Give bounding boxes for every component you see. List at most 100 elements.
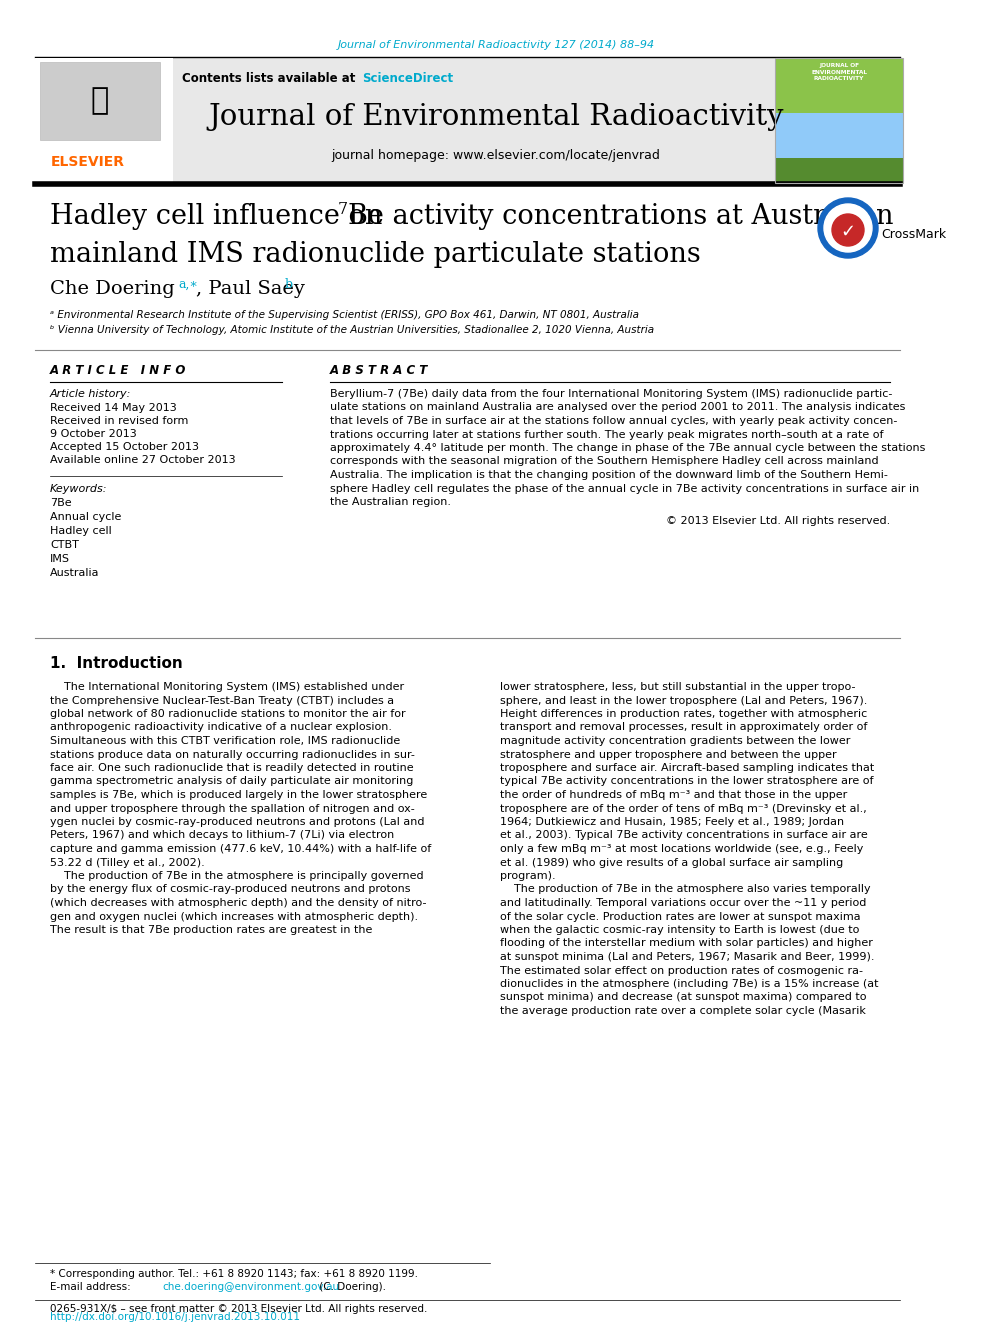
Text: transport and removal processes, result in approximately order of: transport and removal processes, result … [500,722,867,733]
Text: ulate stations on mainland Australia are analysed over the period 2001 to 2011. : ulate stations on mainland Australia are… [330,402,906,413]
Text: mainland IMS radionuclide particulate stations: mainland IMS radionuclide particulate st… [50,241,700,269]
Text: 53.22 d (Tilley et al., 2002).: 53.22 d (Tilley et al., 2002). [50,857,204,868]
Text: Che Doering: Che Doering [50,280,175,298]
Text: global network of 80 radionuclide stations to monitor the air for: global network of 80 radionuclide statio… [50,709,406,718]
Text: sphere Hadley cell regulates the phase of the annual cycle in 7Be activity conce: sphere Hadley cell regulates the phase o… [330,483,920,493]
Text: 7: 7 [338,201,348,218]
Text: CTBT: CTBT [50,540,79,550]
Text: approximately 4.4° latitude per month. The change in phase of the 7Be annual cyc: approximately 4.4° latitude per month. T… [330,443,926,452]
Text: the average production rate over a complete solar cycle (Masarik: the average production rate over a compl… [500,1005,866,1016]
Text: magnitude activity concentration gradients between the lower: magnitude activity concentration gradien… [500,736,850,746]
Text: and latitudinally. Temporal variations occur over the ~11 y period: and latitudinally. Temporal variations o… [500,898,866,908]
Text: sphere, and least in the lower troposphere (Lal and Peters, 1967).: sphere, and least in the lower troposphe… [500,696,867,705]
Text: Height differences in production rates, together with atmospheric: Height differences in production rates, … [500,709,867,718]
Text: , Paul Saey: , Paul Saey [196,280,305,298]
Text: Simultaneous with this CTBT verification role, IMS radionuclide: Simultaneous with this CTBT verification… [50,736,400,746]
Text: 0265-931X/$ – see front matter © 2013 Elsevier Ltd. All rights reserved.: 0265-931X/$ – see front matter © 2013 El… [50,1304,428,1314]
Text: 7Be: 7Be [50,497,71,508]
Bar [775,58,903,183]
Text: ᵃ Environmental Research Institute of the Supervising Scientist (ERISS), GPO Box: ᵃ Environmental Research Institute of th… [50,310,639,320]
Text: of the solar cycle. Production rates are lower at sunspot maxima: of the solar cycle. Production rates are… [500,912,861,922]
Text: The production of 7Be in the atmosphere is principally governed: The production of 7Be in the atmosphere … [50,871,424,881]
Text: Peters, 1967) and which decays to lithium-7 (7Li) via electron: Peters, 1967) and which decays to lithiu… [50,831,394,840]
Text: a,∗: a,∗ [178,278,197,291]
Text: when the galactic cosmic-ray intensity to Earth is lowest (due to: when the galactic cosmic-ray intensity t… [500,925,859,935]
Text: anthropogenic radioactivity indicative of a nuclear explosion.: anthropogenic radioactivity indicative o… [50,722,392,733]
Text: E-mail address:: E-mail address: [50,1282,134,1293]
Text: Received in revised form: Received in revised form [50,415,188,426]
Text: Australia: Australia [50,568,99,578]
Text: Keywords:: Keywords: [50,484,107,493]
Text: http://dx.doi.org/10.1016/j.jenvrad.2013.10.011: http://dx.doi.org/10.1016/j.jenvrad.2013… [50,1312,300,1322]
Text: capture and gamma emission (477.6 keV, 10.44%) with a half-life of: capture and gamma emission (477.6 keV, 1… [50,844,432,855]
Text: journal homepage: www.elsevier.com/locate/jenvrad: journal homepage: www.elsevier.com/locat… [331,148,661,161]
Text: Be activity concentrations at Australian: Be activity concentrations at Australian [348,202,894,230]
Text: 9 October 2013: 9 October 2013 [50,429,137,439]
Bar [775,112,903,157]
Text: et al. (1989) who give results of a global surface air sampling: et al. (1989) who give results of a glob… [500,857,843,868]
Circle shape [818,198,878,258]
Text: sunspot minima) and decrease (at sunspot maxima) compared to: sunspot minima) and decrease (at sunspot… [500,992,866,1003]
Text: gen and oxygen nuclei (which increases with atmospheric depth).: gen and oxygen nuclei (which increases w… [50,912,418,922]
Text: Article history:: Article history: [50,389,131,400]
Text: Available online 27 October 2013: Available online 27 October 2013 [50,455,236,464]
Text: typical 7Be activity concentrations in the lower stratosphere are of: typical 7Be activity concentrations in t… [500,777,874,786]
Text: 🌳: 🌳 [91,86,109,115]
Text: face air. One such radionuclide that is readily detected in routine: face air. One such radionuclide that is … [50,763,414,773]
Text: stratosphere and upper troposphere and between the upper: stratosphere and upper troposphere and b… [500,750,836,759]
Text: the order of hundreds of mBq m⁻³ and that those in the upper: the order of hundreds of mBq m⁻³ and tha… [500,790,847,800]
Text: CrossMark: CrossMark [881,228,946,241]
Text: Annual cycle: Annual cycle [50,512,121,523]
Text: samples is 7Be, which is produced largely in the lower stratosphere: samples is 7Be, which is produced largel… [50,790,428,800]
Text: Journal of Environmental Radioactivity: Journal of Environmental Radioactivity [208,103,784,131]
Text: The production of 7Be in the atmosphere also varies temporally: The production of 7Be in the atmosphere … [500,885,871,894]
Text: only a few mBq m⁻³ at most locations worldwide (see, e.g., Feely: only a few mBq m⁻³ at most locations wor… [500,844,863,855]
Text: ScienceDirect: ScienceDirect [362,71,453,85]
Text: b: b [285,278,293,291]
Text: trations occurring later at stations further south. The yearly peak migrates nor: trations occurring later at stations fur… [330,430,884,439]
Text: (which decreases with atmospheric depth) and the density of nitro-: (which decreases with atmospheric depth)… [50,898,427,908]
Text: by the energy flux of cosmic-ray-produced neutrons and protons: by the energy flux of cosmic-ray-produce… [50,885,411,894]
Text: dionuclides in the atmosphere (including 7Be) is a 15% increase (at: dionuclides in the atmosphere (including… [500,979,879,990]
Text: JOURNAL OF
ENVIRONMENTAL
RADIOACTIVITY: JOURNAL OF ENVIRONMENTAL RADIOACTIVITY [811,64,867,81]
Text: ygen nuclei by cosmic-ray-produced neutrons and protons (Lal and: ygen nuclei by cosmic-ray-produced neutr… [50,818,425,827]
Text: The result is that 7Be production rates are greatest in the: The result is that 7Be production rates … [50,925,372,935]
Text: The International Monitoring System (IMS) established under: The International Monitoring System (IMS… [50,681,404,692]
Text: Journal of Environmental Radioactivity 127 (2014) 88–94: Journal of Environmental Radioactivity 1… [337,40,655,50]
Text: Accepted 15 October 2013: Accepted 15 October 2013 [50,442,199,452]
Text: at sunspot minima (Lal and Peters, 1967; Masarik and Beer, 1999).: at sunspot minima (Lal and Peters, 1967;… [500,953,875,962]
Text: the Comprehensive Nuclear-Test-Ban Treaty (CTBT) includes a: the Comprehensive Nuclear-Test-Ban Treat… [50,696,394,705]
Text: Australia. The implication is that the changing position of the downward limb of: Australia. The implication is that the c… [330,470,888,480]
Text: Contents lists available at: Contents lists available at [183,71,360,85]
Text: stations produce data on naturally occurring radionuclides in sur-: stations produce data on naturally occur… [50,750,415,759]
Text: The estimated solar effect on production rates of cosmogenic ra-: The estimated solar effect on production… [500,966,863,975]
Text: corresponds with the seasonal migration of the Southern Hemisphere Hadley cell a: corresponds with the seasonal migration … [330,456,879,467]
Bar [775,157,903,183]
Bar [775,58,903,112]
Text: (C. Doering).: (C. Doering). [316,1282,386,1293]
Circle shape [824,204,872,251]
Text: Beryllium-7 (7Be) daily data from the four International Monitoring System (IMS): Beryllium-7 (7Be) daily data from the fo… [330,389,893,400]
Text: the Australian region.: the Australian region. [330,497,451,507]
Text: 1.  Introduction: 1. Introduction [50,656,183,671]
Text: troposphere are of the order of tens of mBq m⁻³ (Drevinsky et al.,: troposphere are of the order of tens of … [500,803,867,814]
Text: and upper troposphere through the spallation of nitrogen and ox-: and upper troposphere through the spalla… [50,803,415,814]
Text: Hadley cell: Hadley cell [50,527,112,536]
Text: ᵇ Vienna University of Technology, Atomic Institute of the Austrian Universities: ᵇ Vienna University of Technology, Atomi… [50,325,654,335]
Text: lower stratosphere, less, but still substantial in the upper tropo-: lower stratosphere, less, but still subs… [500,681,855,692]
Circle shape [832,214,864,246]
Text: that levels of 7Be in surface air at the stations follow annual cycles, with yea: that levels of 7Be in surface air at the… [330,415,898,426]
Bar [40,62,160,140]
Text: * Corresponding author. Tel.: +61 8 8920 1143; fax: +61 8 8920 1199.: * Corresponding author. Tel.: +61 8 8920… [50,1269,418,1279]
Text: ELSEVIER: ELSEVIER [51,155,125,169]
Text: © 2013 Elsevier Ltd. All rights reserved.: © 2013 Elsevier Ltd. All rights reserved… [666,516,890,527]
Text: program).: program). [500,871,556,881]
Text: A B S T R A C T: A B S T R A C T [330,364,429,377]
Bar [35,58,900,183]
Text: ✓: ✓ [840,224,855,241]
Text: gamma spectrometric analysis of daily particulate air monitoring: gamma spectrometric analysis of daily pa… [50,777,414,786]
Text: Hadley cell influence on: Hadley cell influence on [50,202,391,230]
Text: troposphere and surface air. Aircraft-based sampling indicates that: troposphere and surface air. Aircraft-ba… [500,763,874,773]
Text: IMS: IMS [50,554,70,564]
Text: et al., 2003). Typical 7Be activity concentrations in surface air are: et al., 2003). Typical 7Be activity conc… [500,831,868,840]
